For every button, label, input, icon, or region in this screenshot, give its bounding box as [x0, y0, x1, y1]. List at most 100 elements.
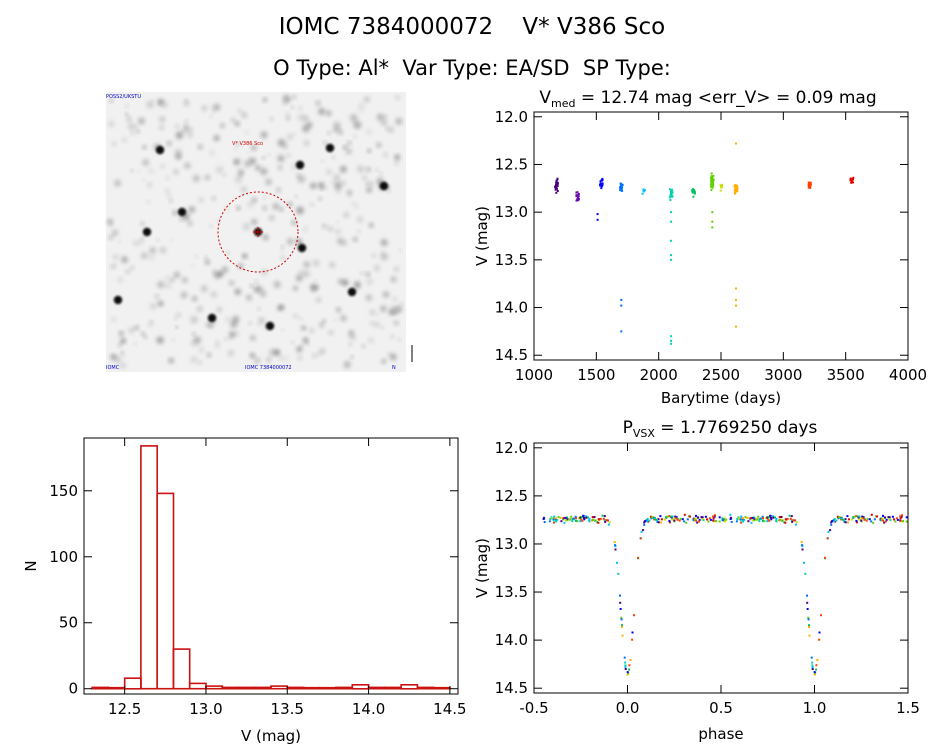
light-curve-point — [577, 199, 580, 202]
finder-star — [130, 265, 135, 270]
phased-point — [566, 519, 569, 522]
phased-point — [855, 520, 858, 522]
phased-point — [580, 519, 583, 522]
finder-star — [365, 272, 370, 277]
light-curve-point — [576, 195, 579, 198]
phased-points — [542, 513, 908, 676]
phased-point — [801, 548, 804, 551]
phased-point — [818, 638, 821, 641]
finder-star — [366, 278, 374, 286]
phased-point — [608, 521, 611, 524]
light-curve-point — [736, 186, 739, 189]
phased-point — [566, 516, 569, 519]
finder-star — [381, 359, 387, 364]
phased-point — [896, 518, 899, 521]
light-curve-point — [852, 181, 854, 184]
phased-point — [588, 520, 591, 523]
finder-star — [354, 203, 359, 208]
phased-point — [712, 515, 715, 518]
phased-point — [829, 529, 832, 532]
phased-point — [744, 516, 747, 519]
phased-point — [741, 520, 744, 523]
finder-star — [341, 180, 346, 186]
y-tick-label: 13.0 — [495, 535, 528, 553]
y-tick-label: 14.5 — [495, 346, 528, 364]
phased-point — [626, 673, 629, 676]
finder-star — [192, 332, 196, 336]
finder-star — [310, 182, 317, 189]
finder-star — [235, 331, 240, 336]
phased-point — [835, 519, 838, 522]
light-curve-point — [577, 198, 580, 200]
phased-point — [841, 518, 844, 521]
finder-star — [262, 234, 269, 241]
phased-point — [757, 515, 760, 518]
phased-point — [714, 514, 716, 517]
light-curve-point — [556, 190, 559, 192]
finder-bright-star — [113, 295, 123, 305]
phased-point — [723, 520, 726, 523]
finder-star — [138, 117, 145, 125]
light-curve-points — [554, 142, 855, 345]
x-tick-label: 13.0 — [189, 700, 222, 718]
light-curve-frame — [533, 111, 909, 361]
finder-star — [303, 140, 310, 146]
histogram-bar — [270, 685, 289, 690]
light-curve-point — [555, 183, 558, 186]
phased-point — [756, 518, 759, 521]
phased-point — [780, 519, 783, 522]
light-curve-point — [809, 186, 812, 189]
finder-star — [380, 252, 388, 261]
light-curve-point — [643, 189, 646, 192]
phased-point — [681, 518, 684, 521]
finder-star — [128, 327, 135, 334]
phased-point — [596, 521, 599, 524]
phased-point — [746, 516, 749, 519]
phased-point — [794, 523, 797, 526]
phased-point — [604, 520, 607, 523]
phased-point — [550, 516, 553, 519]
finder-star — [256, 323, 260, 327]
finder-star — [216, 306, 223, 313]
phased-point — [833, 518, 836, 520]
phased-point — [643, 521, 646, 524]
phased-point — [729, 516, 732, 519]
finder-label-bottom-center: IOMC 7384000072 — [245, 365, 292, 371]
phased-point — [847, 521, 849, 524]
finder-star — [127, 123, 134, 130]
phased-point — [671, 518, 674, 521]
light-curve-point — [576, 191, 579, 194]
finder-star — [190, 340, 197, 347]
finder-star — [141, 221, 144, 225]
light-curve-point — [599, 180, 602, 183]
phased-point — [606, 519, 609, 522]
finder-star — [382, 291, 390, 298]
light-curve-point — [668, 196, 671, 199]
finder-star — [375, 168, 379, 172]
phased-point — [888, 516, 891, 519]
finder-star — [176, 312, 181, 318]
phased-point — [566, 517, 569, 520]
finder-star — [354, 121, 362, 129]
phased-point — [695, 514, 697, 517]
finder-bright-star — [379, 181, 389, 191]
finder-star — [237, 169, 245, 176]
light-curve-point — [556, 177, 559, 180]
phased-point — [729, 513, 732, 516]
finder-star-field — [107, 94, 403, 369]
phased-point — [698, 518, 701, 521]
light-curve-point — [721, 184, 723, 187]
finder-star — [246, 294, 252, 301]
finder-star — [188, 206, 196, 213]
phased-point — [549, 518, 552, 520]
phased-point — [696, 516, 699, 519]
finder-star — [113, 254, 119, 260]
finder-star — [134, 325, 139, 330]
finder-star — [260, 290, 267, 297]
phased-point — [885, 520, 887, 523]
finder-star — [300, 344, 303, 348]
x-tick-label: 2500 — [702, 366, 740, 384]
finder-star — [183, 124, 189, 129]
light-curve-point — [576, 196, 579, 199]
phased-point — [603, 515, 606, 518]
